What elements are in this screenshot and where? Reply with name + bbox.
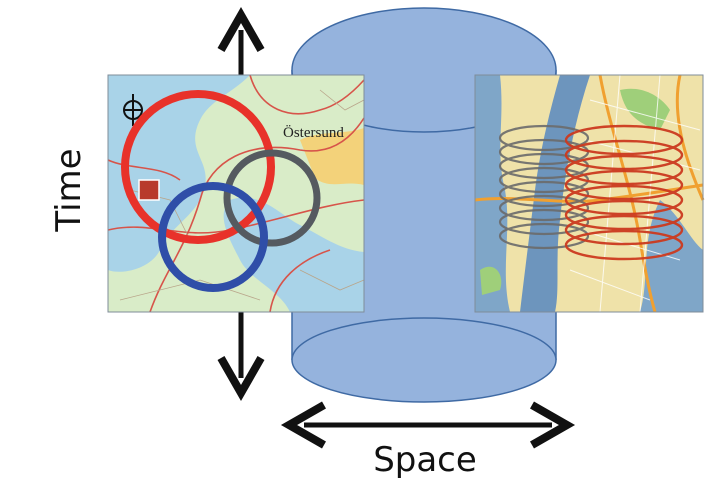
left-map-frame xyxy=(107,74,365,313)
compass-icon xyxy=(123,94,143,126)
left-map-roads xyxy=(107,74,365,313)
blue-ring xyxy=(158,182,268,292)
left-map-urban xyxy=(300,128,364,185)
time-axis-label: Time xyxy=(49,148,89,232)
left-map: Östersund xyxy=(107,74,365,313)
space-axis-label: Space xyxy=(373,440,477,480)
map-symbol-icon xyxy=(138,179,160,201)
map-city-label: Östersund xyxy=(283,124,344,141)
cylinder-bottom xyxy=(291,317,557,403)
right-map-water-left xyxy=(475,75,510,312)
gray-ring xyxy=(223,149,321,247)
left-map-lake xyxy=(223,197,364,312)
right-map xyxy=(474,74,705,313)
right-map-streets xyxy=(569,74,701,313)
red-ring xyxy=(121,90,275,244)
gray-spiral xyxy=(498,124,590,250)
right-map-frame xyxy=(474,74,704,313)
red-spiral xyxy=(564,124,684,261)
left-map-rings xyxy=(121,90,321,292)
right-map-park-2 xyxy=(480,266,502,295)
right-map-water-right xyxy=(640,200,703,312)
